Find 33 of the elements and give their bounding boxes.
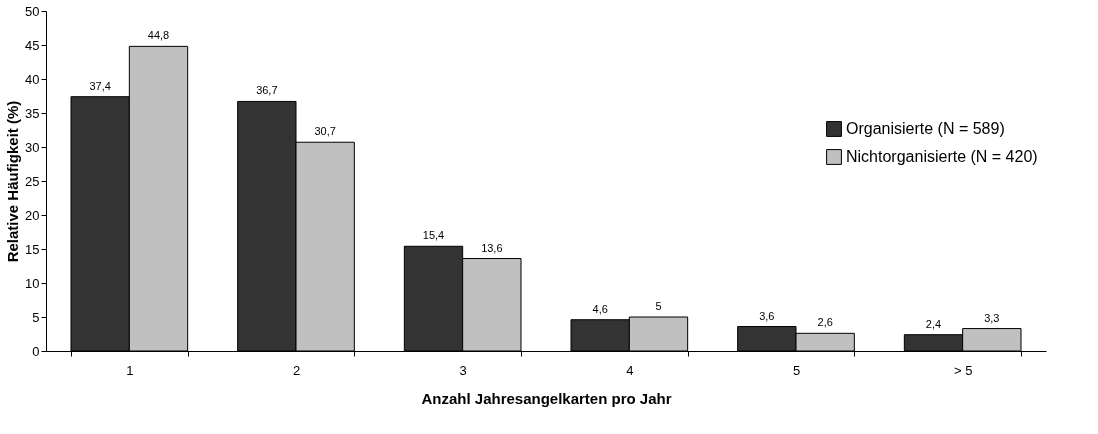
x-tick-label: 5: [792, 362, 801, 378]
data-label: 13,6: [481, 241, 503, 254]
x-axis-title: Anzahl Jahresangelkarten pro Jahr: [421, 389, 672, 407]
y-tick-label: 15: [25, 241, 40, 257]
data-label: 15,4: [422, 229, 445, 242]
data-label: 4,6: [592, 302, 608, 315]
data-label: 36,7: [256, 84, 278, 97]
y-tick-label: 0: [32, 343, 40, 359]
legend-label: Nichtorganisierte (N = 420): [846, 148, 1038, 165]
data-label: 5: [655, 300, 662, 312]
y-axis-title: Relative Häufigkeit (%): [4, 100, 22, 263]
data-label: 30,7: [314, 125, 336, 138]
legend-label: Organisierte (N = 589): [846, 120, 1005, 137]
x-tick-label: 4: [626, 362, 634, 378]
y-tick-label: 40: [25, 71, 40, 87]
y-tick-label: 5: [32, 309, 40, 325]
x-tick-label: 3: [459, 362, 467, 378]
x-tick-label: 1: [126, 362, 134, 378]
y-tick-label: 10: [25, 275, 40, 291]
y-tick-label: 30: [25, 139, 40, 155]
x-tick-label: > 5: [953, 362, 973, 378]
y-tick-label: 35: [25, 105, 40, 121]
data-label: 44,8: [147, 29, 170, 42]
y-tick-label: 50: [25, 3, 40, 19]
y-tick-label: 25: [25, 173, 40, 189]
data-label: 37,4: [89, 79, 111, 92]
data-label: 2,6: [817, 316, 833, 329]
data-label: 3,6: [759, 309, 775, 322]
y-tick-label: 45: [25, 37, 40, 53]
y-tick-label: 20: [25, 207, 40, 223]
x-tick-label: 2: [292, 362, 301, 378]
data-label: 2,4: [925, 317, 942, 330]
data-label: 3,3: [984, 311, 1000, 324]
